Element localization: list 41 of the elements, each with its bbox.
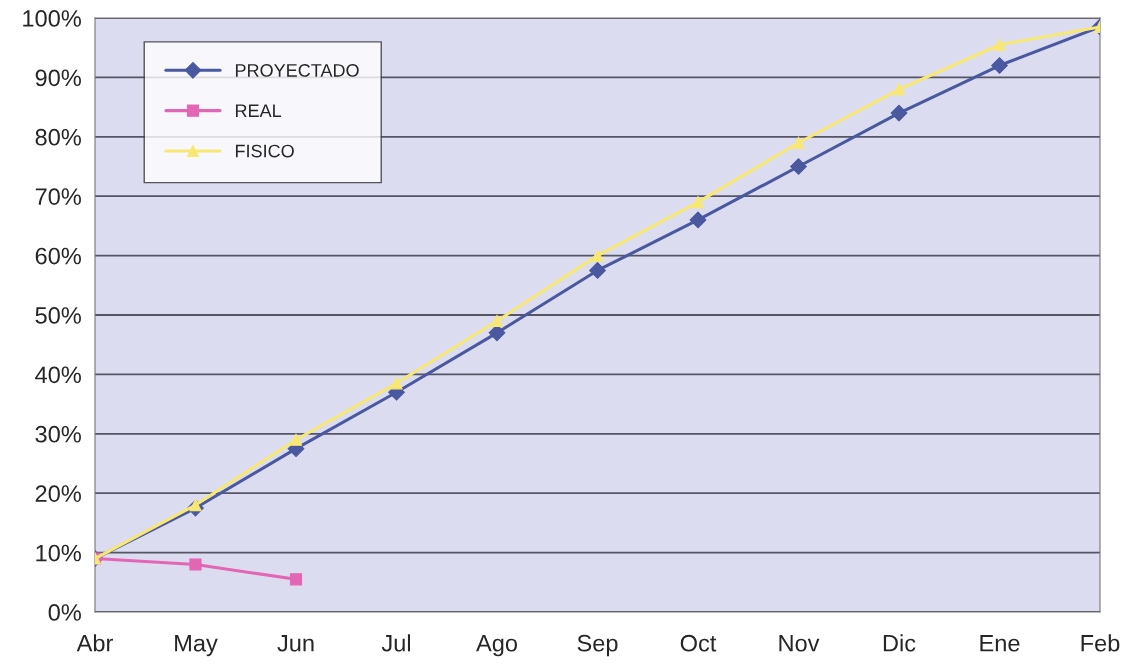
x-tick-label: Jun xyxy=(277,635,314,652)
point xyxy=(589,262,606,279)
x-tick-label: Ago xyxy=(476,635,518,657)
x-tick-label: Abr xyxy=(76,634,113,652)
y-tick-label: 60% xyxy=(35,247,81,265)
y-tick-label: 50% xyxy=(35,307,81,324)
point xyxy=(890,104,908,122)
point xyxy=(189,499,202,512)
point xyxy=(790,158,807,175)
x-tick-label: Oct xyxy=(680,634,717,652)
point xyxy=(289,433,303,446)
x-tick-label: Nov xyxy=(779,635,820,652)
y-tick-label: 40% xyxy=(35,366,81,384)
x-tick-label: Sep xyxy=(577,634,618,657)
x-tick-label: May xyxy=(175,635,218,657)
legend-label: FISICO xyxy=(235,144,294,158)
legend-label: REAL xyxy=(235,104,282,117)
y-tick-label: 100% xyxy=(23,10,81,27)
x-tick-label: Jul xyxy=(381,634,411,652)
point xyxy=(390,377,403,390)
point xyxy=(792,136,805,149)
y-tick-label: 20% xyxy=(35,485,81,502)
point xyxy=(289,573,303,586)
point xyxy=(689,211,707,229)
point xyxy=(691,196,705,209)
point xyxy=(189,558,202,571)
x-tick-label: Feb xyxy=(1081,634,1120,652)
point xyxy=(591,249,604,262)
y-tick-label: 70% xyxy=(35,188,81,205)
point xyxy=(892,83,906,96)
point xyxy=(490,314,504,328)
y-tick-label: 80% xyxy=(35,128,81,146)
point xyxy=(993,38,1006,51)
y-tick-label: 10% xyxy=(36,544,81,562)
point xyxy=(991,57,1008,74)
x-tick-label: Ene xyxy=(980,635,1020,652)
y-tick-label: 30% xyxy=(35,425,81,443)
x-tick-label: Dic xyxy=(883,634,916,652)
legend-label: PROYECTADO xyxy=(235,64,359,77)
y-tick-label: 0% xyxy=(48,604,81,621)
y-tick-label: 90% xyxy=(35,69,81,87)
